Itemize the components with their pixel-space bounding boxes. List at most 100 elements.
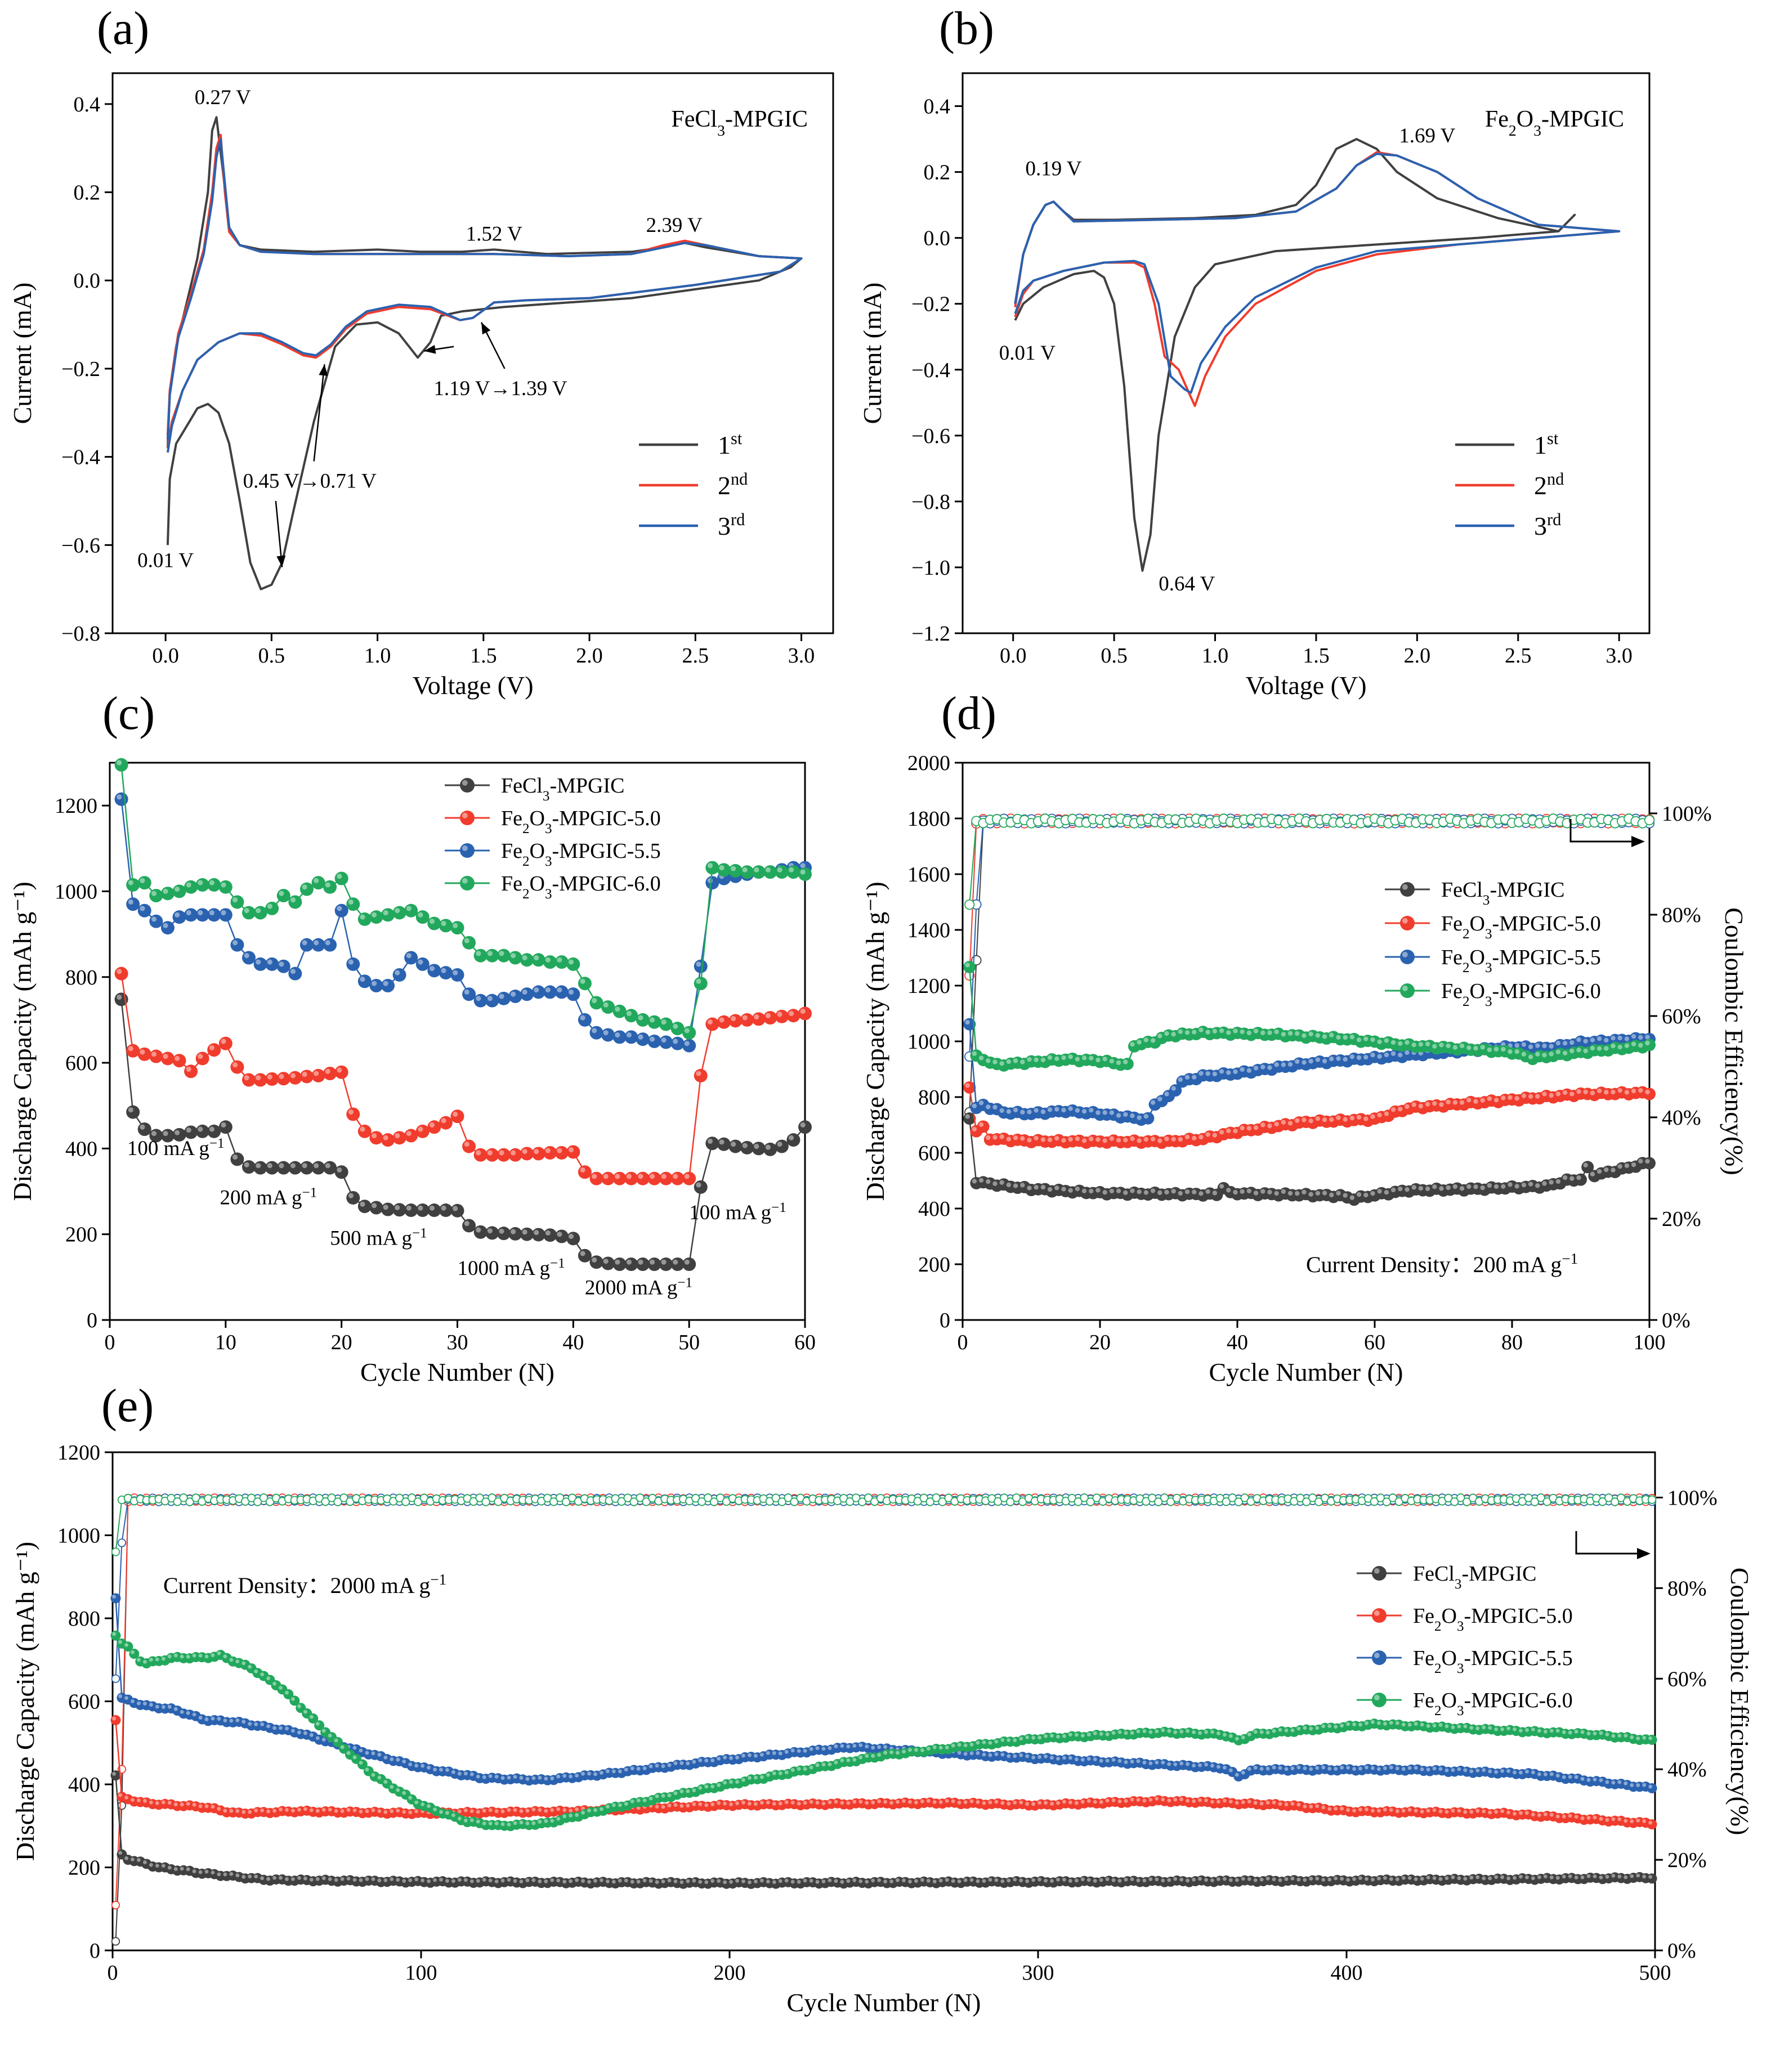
data-point-shine <box>242 1810 246 1814</box>
data-point-shine <box>155 1864 159 1868</box>
data-point-shine <box>692 1878 696 1883</box>
data-point-shine <box>1192 1189 1197 1194</box>
data-point-shine <box>1081 1188 1087 1194</box>
x-tick-label: 100 <box>1634 1331 1666 1354</box>
data-point-shine <box>1109 1059 1115 1064</box>
data-point-shine <box>1549 1044 1554 1049</box>
data-point-shine <box>173 1802 178 1806</box>
data-point-shine <box>314 1071 319 1076</box>
data-point-shine <box>531 1776 536 1780</box>
data-point <box>195 1124 209 1138</box>
data-point <box>1647 1873 1657 1884</box>
data-point-shine <box>896 1800 900 1804</box>
data-point-shine <box>464 1142 469 1147</box>
data-point <box>242 1073 256 1087</box>
data-point <box>1643 1039 1656 1051</box>
data-point-shine <box>800 863 806 869</box>
data-point-shine <box>684 1174 690 1179</box>
y-tick-label: 0.0 <box>74 269 101 293</box>
data-point-shine <box>1061 1107 1066 1113</box>
data-point-shine <box>1068 1106 1073 1111</box>
data-point-shine <box>229 1658 234 1662</box>
data-point-shine <box>655 1794 659 1798</box>
data-point-shine <box>1074 1801 1079 1805</box>
data-point-shine <box>1308 1031 1313 1037</box>
data-point-shine <box>1336 1191 1341 1196</box>
data-point <box>798 1006 812 1021</box>
data-point-shine <box>137 1658 141 1662</box>
panel-a: (a)0.0 0.5 1.0 1.5 2.0 2.5 3.0−0.8−0.6−0.4−0.2… <box>8 2 834 700</box>
data-point-shine <box>1537 1813 1541 1818</box>
data-point-shine <box>117 794 122 800</box>
data-point-shine <box>1296 1765 1301 1770</box>
data-point-shine <box>1451 1725 1455 1729</box>
data-point-shine <box>1315 1191 1321 1196</box>
data-point-shine <box>877 1878 882 1882</box>
data-point-shine <box>748 1880 752 1885</box>
data-point-shine <box>235 1873 240 1878</box>
data-point-shine <box>266 1676 271 1680</box>
data-point-shine <box>1418 1042 1424 1047</box>
data-point-shine <box>173 1707 178 1711</box>
arrow-head <box>424 344 436 354</box>
data-point-shine <box>1274 1062 1279 1067</box>
data-point-shine <box>279 890 284 896</box>
data-point <box>230 1152 244 1166</box>
data-point-shine <box>1389 1877 1393 1881</box>
data-point-shine <box>402 1760 406 1764</box>
data-point <box>323 880 337 894</box>
data-point-shine <box>834 1879 838 1883</box>
data-point-shine <box>661 1793 665 1798</box>
data-point-shine <box>1302 1060 1307 1065</box>
data-point <box>531 985 545 999</box>
y-tick-label: −0.6 <box>911 424 950 448</box>
data-point <box>497 991 511 1005</box>
data-point <box>311 1068 325 1082</box>
data-point-shine <box>1549 1772 1554 1776</box>
data-point-shine <box>1583 1048 1588 1054</box>
data-point-shine <box>1123 1112 1128 1117</box>
data-point <box>323 1067 337 1081</box>
data-point-shine <box>719 1017 724 1023</box>
rate-label: 1000 mA g−1 <box>458 1256 565 1281</box>
data-point-shine <box>982 1801 986 1805</box>
data-point-shine <box>140 1124 145 1130</box>
data-point-shine <box>1260 1122 1265 1127</box>
data-point-shine <box>1061 1187 1066 1192</box>
data-point-shine <box>840 1758 844 1762</box>
data-point <box>126 1044 140 1058</box>
data-point-shine <box>175 912 180 918</box>
data-point-shine <box>908 1748 912 1752</box>
data-point-shine <box>1574 1815 1578 1819</box>
panel-b: (b)0.0 0.5 1.0 1.5 2.0 2.5 3.0−1.2−1.0−0.8−0.6… <box>858 2 1651 700</box>
data-point-shine <box>309 1808 314 1813</box>
data-point-shine <box>1384 1111 1389 1116</box>
data-point <box>230 895 244 909</box>
data-point <box>705 876 719 890</box>
data-point-shine <box>1395 1721 1399 1725</box>
data-point-shine <box>1327 1807 1332 1811</box>
data-point-shine <box>1186 1729 1190 1733</box>
data-point-shine <box>1356 1115 1362 1120</box>
data-point <box>265 1161 279 1175</box>
data-point-shine <box>1426 1767 1430 1772</box>
y2-tick-label: 60% <box>1667 1667 1707 1691</box>
data-point-shine <box>626 1174 632 1179</box>
data-point-shine <box>1343 1193 1348 1198</box>
data-point-shine <box>1327 1724 1332 1728</box>
data-point-shine <box>698 1785 703 1790</box>
data-point-shine <box>1007 1801 1011 1806</box>
data-point-shine <box>1241 1735 1245 1740</box>
data-point-shine <box>789 1135 794 1140</box>
data-point-shine <box>1000 1879 1005 1883</box>
data-point-shine <box>538 1819 542 1824</box>
data-point-shine <box>1407 1722 1412 1727</box>
data-point-shine <box>1025 1735 1030 1739</box>
data-point-shine <box>519 1820 524 1825</box>
data-point-shine <box>1425 1102 1430 1107</box>
legend-label-part: rd <box>1547 510 1561 529</box>
data-point-shine <box>1352 1767 1356 1771</box>
data-point-shine <box>1302 1117 1307 1122</box>
data-point <box>404 903 418 918</box>
